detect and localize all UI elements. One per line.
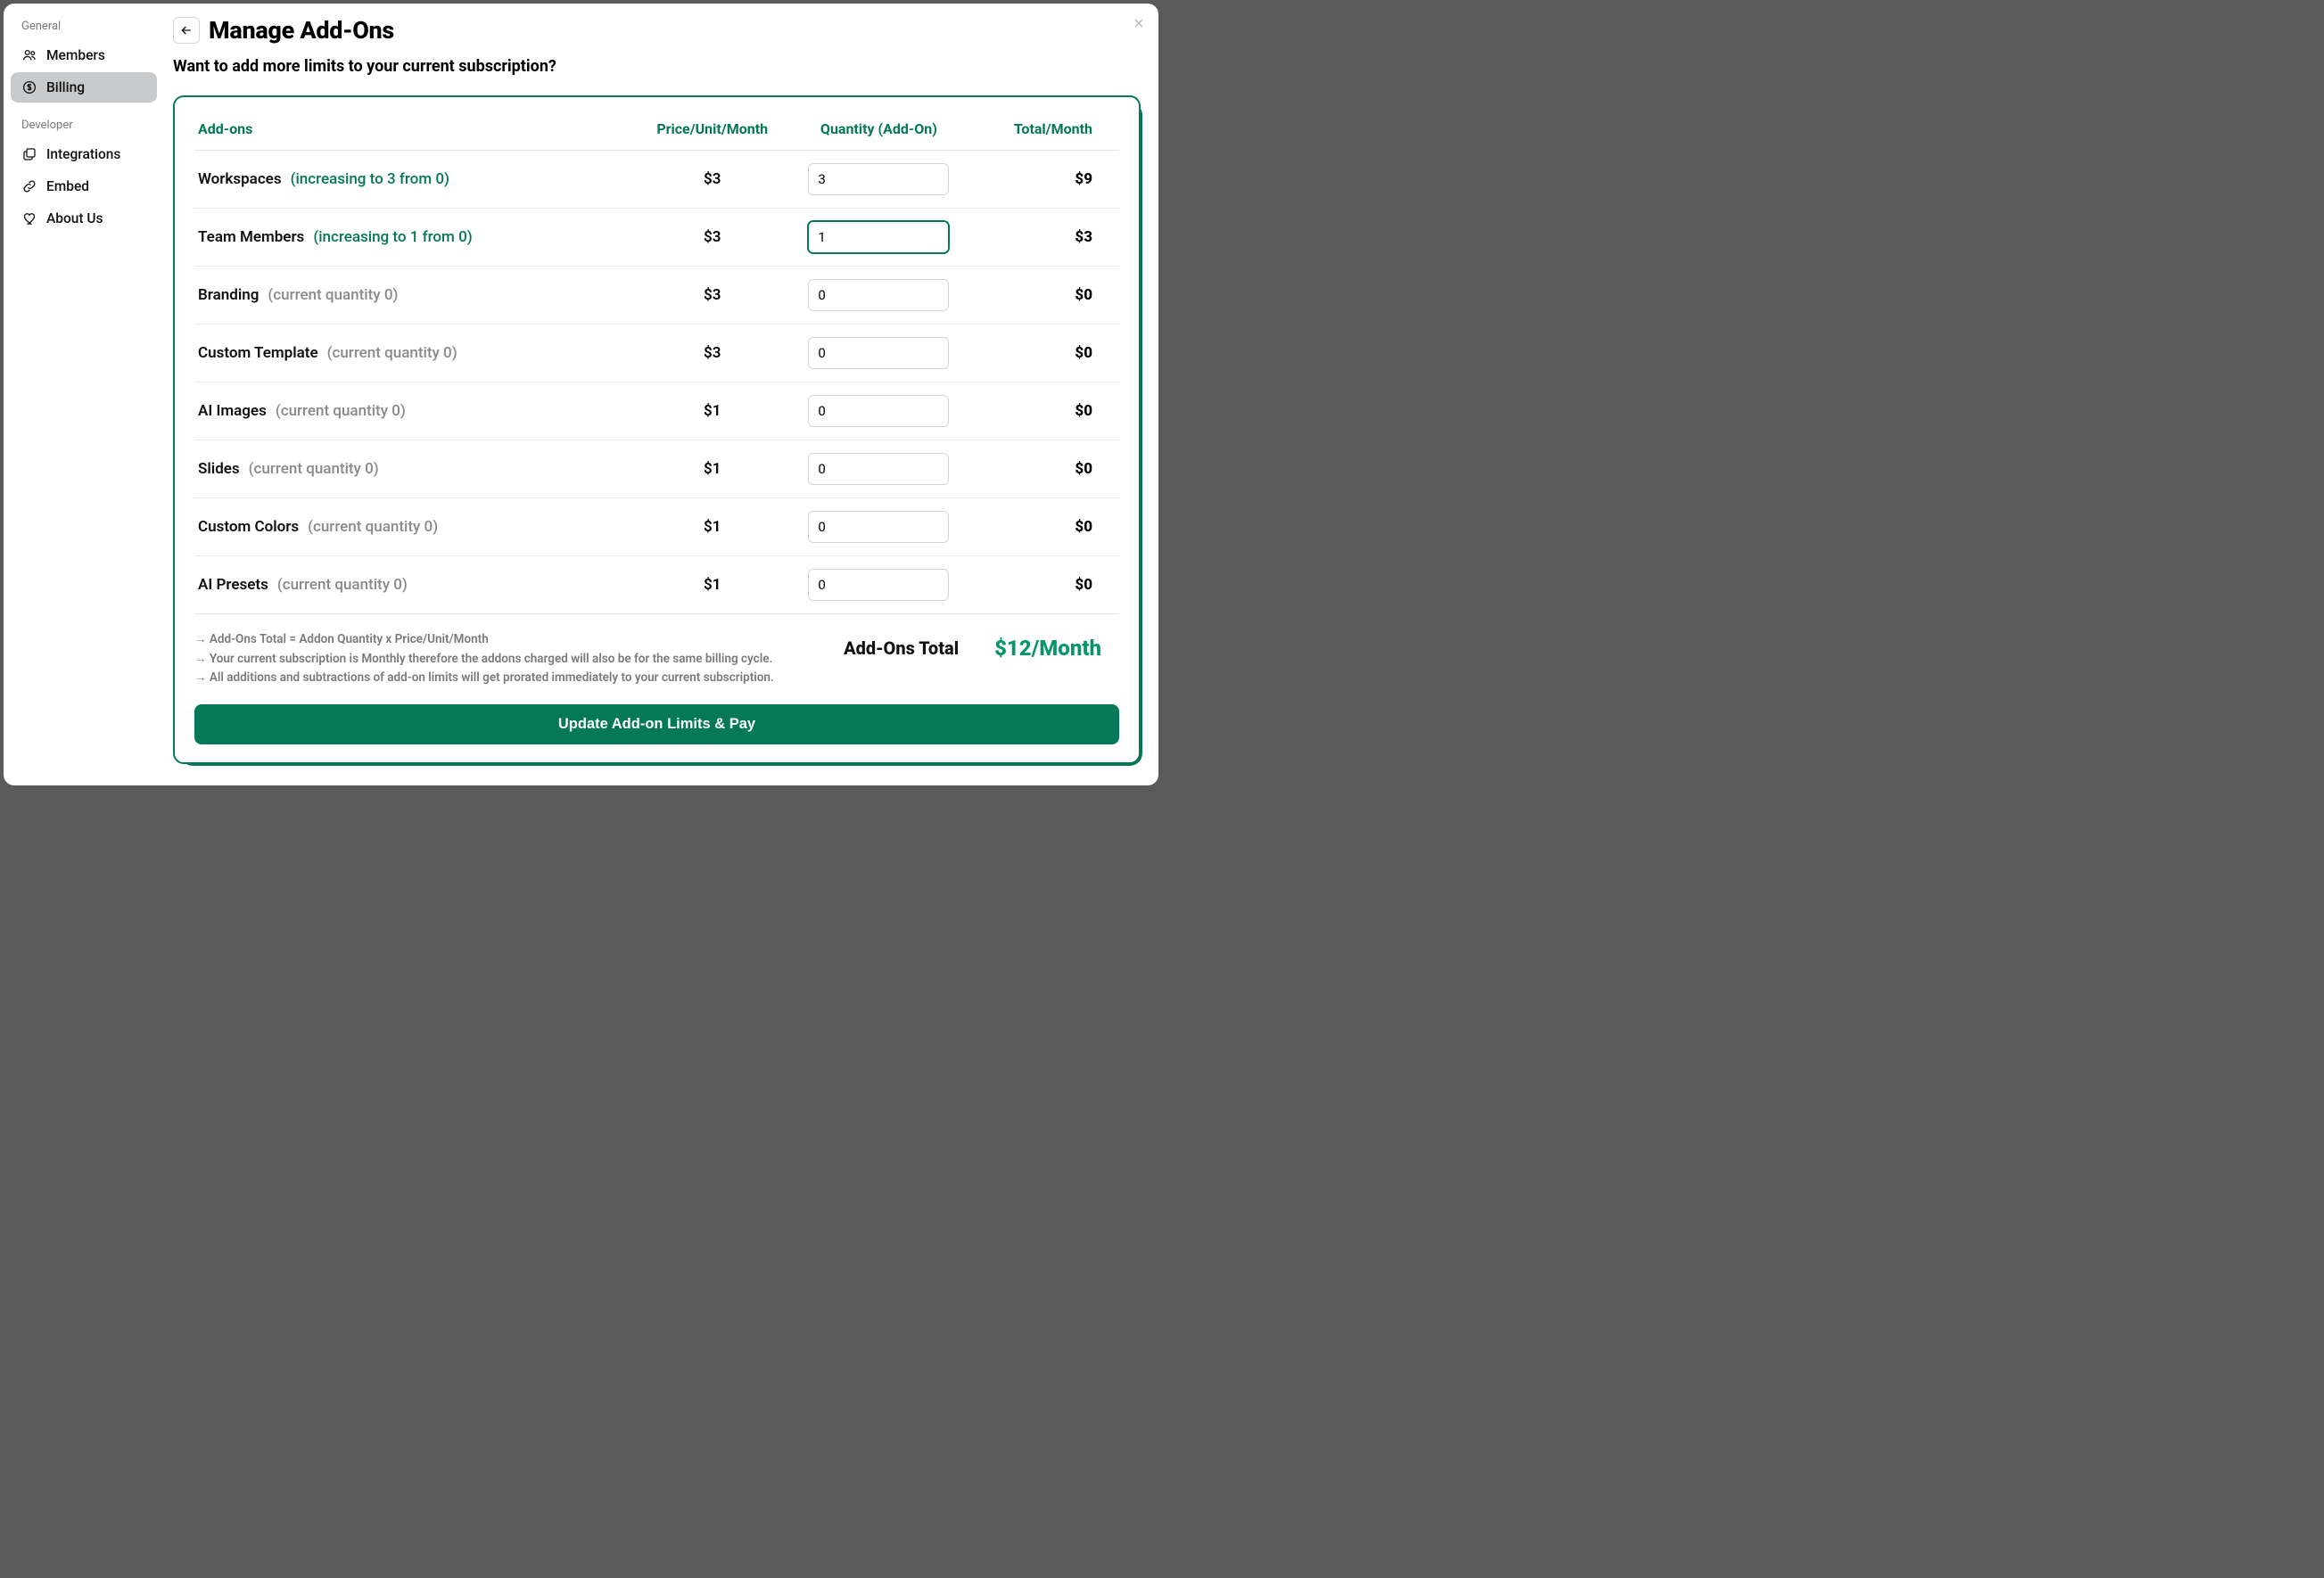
sidebar-item-embed[interactable]: Embed — [11, 171, 157, 201]
addon-note: (increasing to 3 from 0) — [291, 170, 449, 188]
addon-total: $9 — [971, 151, 1119, 209]
sidebar-item-members[interactable]: Members — [11, 40, 157, 70]
sidebar-item-label: Billing — [46, 79, 85, 95]
addon-name: AI Images — [198, 402, 267, 420]
col-price: Price/Unit/Month — [639, 113, 787, 151]
heart-icon — [21, 210, 37, 226]
close-button[interactable] — [1130, 14, 1148, 32]
table-row: Custom Template (current quantity 0) $3 $0 — [194, 325, 1119, 382]
quantity-stepper[interactable] — [808, 337, 949, 369]
addon-price: $1 — [639, 382, 787, 440]
footer-note: → Your current subscription is Monthly t… — [194, 650, 774, 670]
quantity-input[interactable] — [809, 164, 949, 194]
addon-price: $3 — [639, 209, 787, 267]
addon-name: Slides — [198, 460, 240, 478]
quantity-stepper[interactable] — [808, 395, 949, 427]
sidebar-item-integrations[interactable]: Integrations — [11, 139, 157, 169]
addon-note: (current quantity 0) — [276, 402, 406, 420]
addon-total: $3 — [971, 209, 1119, 267]
addons-table: Add-ons Price/Unit/Month Quantity (Add-O… — [194, 113, 1119, 614]
addon-total: $0 — [971, 325, 1119, 382]
quantity-stepper[interactable] — [808, 453, 949, 485]
page-title: Manage Add-Ons — [209, 16, 394, 45]
addon-name: AI Presets — [198, 576, 268, 594]
col-addons: Add-ons — [194, 113, 639, 151]
quantity-stepper[interactable] — [808, 511, 949, 543]
addon-note: (current quantity 0) — [249, 460, 379, 478]
addon-note: (increasing to 1 from 0) — [313, 228, 472, 246]
table-row: Branding (current quantity 0) $3 $0 — [194, 267, 1119, 325]
addon-note: (current quantity 0) — [327, 344, 457, 362]
addon-name: Custom Colors — [198, 518, 299, 536]
quantity-stepper[interactable] — [808, 163, 949, 195]
sidebar-item-label: Embed — [46, 178, 89, 194]
table-row: Team Members (increasing to 1 from 0) $3 $3 — [194, 209, 1119, 267]
addons-card: Add-ons Price/Unit/Month Quantity (Add-O… — [173, 95, 1141, 764]
quantity-input[interactable] — [809, 512, 949, 542]
col-qty: Quantity (Add-On) — [787, 113, 971, 151]
addon-price: $3 — [639, 325, 787, 382]
stack-icon — [21, 146, 37, 162]
settings-modal: General Members Billing Developer Integr… — [4, 4, 1158, 785]
quantity-stepper[interactable] — [808, 221, 949, 253]
link-icon — [21, 178, 37, 194]
addon-price: $3 — [639, 267, 787, 325]
addon-total: $0 — [971, 267, 1119, 325]
table-row: Workspaces (increasing to 3 from 0) $3 $9 — [194, 151, 1119, 209]
footer-note: → Add-Ons Total = Addon Quantity x Price… — [194, 630, 774, 650]
addon-total: $0 — [971, 382, 1119, 440]
quantity-input[interactable] — [809, 338, 949, 368]
addon-note: (current quantity 0) — [308, 518, 438, 536]
sidebar-item-billing[interactable]: Billing — [11, 72, 157, 103]
table-row: AI Images (current quantity 0) $1 $0 — [194, 382, 1119, 440]
addon-name: Custom Template — [198, 344, 318, 362]
footer-notes: → Add-Ons Total = Addon Quantity x Price… — [194, 630, 774, 688]
addon-total: $0 — [971, 498, 1119, 556]
quantity-input[interactable] — [809, 396, 949, 426]
addon-name: Team Members — [198, 228, 304, 246]
quantity-stepper[interactable] — [808, 279, 949, 311]
sidebar-item-label: Members — [46, 47, 105, 63]
quantity-stepper[interactable] — [808, 569, 949, 601]
quantity-input[interactable] — [809, 222, 949, 252]
addon-name: Branding — [198, 286, 259, 304]
users-icon — [21, 47, 37, 63]
addon-note: (current quantity 0) — [268, 286, 398, 304]
sidebar-section-developer: Developer — [11, 113, 157, 139]
sidebar-section-general: General — [11, 14, 157, 40]
addon-name: Workspaces — [198, 170, 282, 188]
table-row: Slides (current quantity 0) $1 $0 — [194, 440, 1119, 498]
quantity-input[interactable] — [809, 570, 949, 600]
back-button[interactable] — [173, 17, 200, 44]
col-total: Total/Month — [971, 113, 1119, 151]
main-content: Manage Add-Ons Want to add more limits t… — [164, 4, 1158, 785]
addon-price: $3 — [639, 151, 787, 209]
dollar-icon — [21, 79, 37, 95]
addon-price: $1 — [639, 440, 787, 498]
addon-total: $0 — [971, 440, 1119, 498]
addons-total-value: $12/Month — [994, 636, 1119, 661]
addon-note: (current quantity 0) — [277, 576, 408, 594]
sidebar-item-label: About Us — [46, 210, 103, 226]
addon-total: $0 — [971, 556, 1119, 614]
sidebar: General Members Billing Developer Integr… — [4, 4, 164, 785]
footer-note: → All additions and subtractions of add-… — [194, 669, 774, 688]
update-pay-button[interactable]: Update Add-on Limits & Pay — [194, 704, 1119, 744]
sidebar-item-label: Integrations — [46, 146, 120, 162]
addons-total-label: Add-Ons Total — [844, 637, 959, 659]
quantity-input[interactable] — [809, 280, 949, 310]
sidebar-item-about[interactable]: About Us — [11, 203, 157, 234]
addon-price: $1 — [639, 498, 787, 556]
table-row: AI Presets (current quantity 0) $1 $0 — [194, 556, 1119, 614]
table-row: Custom Colors (current quantity 0) $1 $0 — [194, 498, 1119, 556]
page-subtitle: Want to add more limits to your current … — [173, 57, 1141, 76]
addon-price: $1 — [639, 556, 787, 614]
quantity-input[interactable] — [809, 454, 949, 484]
